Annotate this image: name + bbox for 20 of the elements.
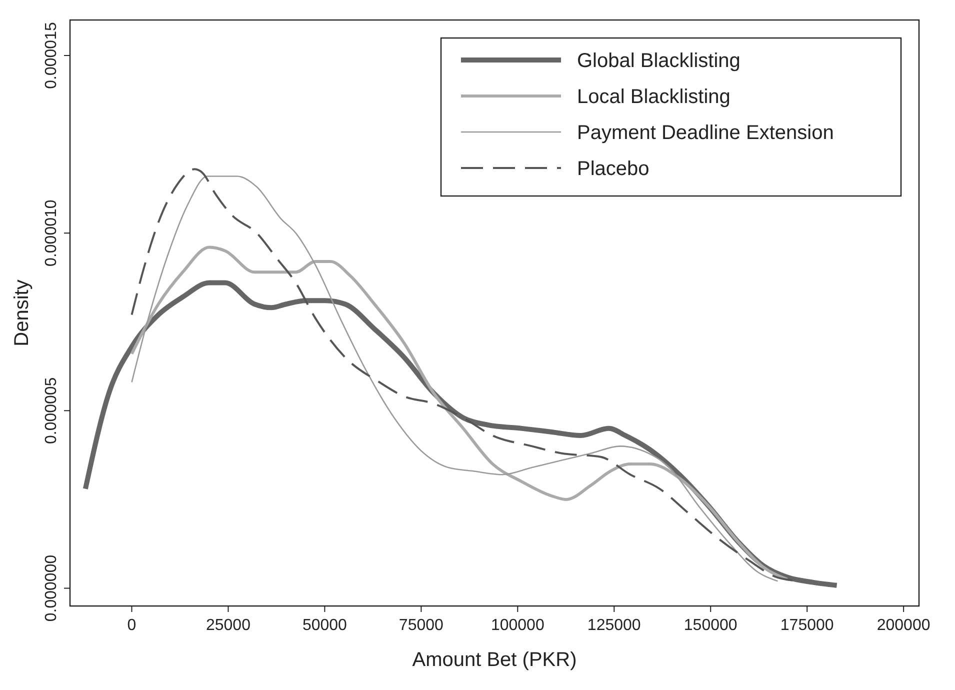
line-series: [130, 246, 789, 581]
x-tick-label: 175000: [780, 617, 834, 634]
legend-label: Payment Deadline Extension: [577, 122, 834, 144]
y-tick-label: 0.000015: [43, 22, 60, 89]
legend-label: Local Blacklisting: [577, 86, 730, 108]
y-axis-title: Density: [11, 280, 33, 346]
y-tick-label: 0.000000: [43, 554, 60, 622]
x-tick-label: 25000: [206, 617, 251, 634]
legend-label: Global Blacklisting: [577, 50, 740, 72]
x-axis-title: Amount Bet (PKR): [412, 649, 577, 671]
x-tick-label: 150000: [684, 617, 738, 634]
y-tick-label: 0.000010: [43, 200, 60, 266]
x-tick-label: 125000: [587, 617, 641, 634]
x-tick-label: 200000: [876, 617, 930, 634]
x-tick-label: 0: [127, 617, 136, 634]
x-tick-label: 50000: [302, 617, 348, 634]
legend-label: Placebo: [577, 158, 650, 180]
y-tick-label: 0.000005: [43, 377, 60, 444]
x-tick-label: 75000: [398, 617, 444, 634]
x-tick-label: 100000: [490, 617, 544, 634]
